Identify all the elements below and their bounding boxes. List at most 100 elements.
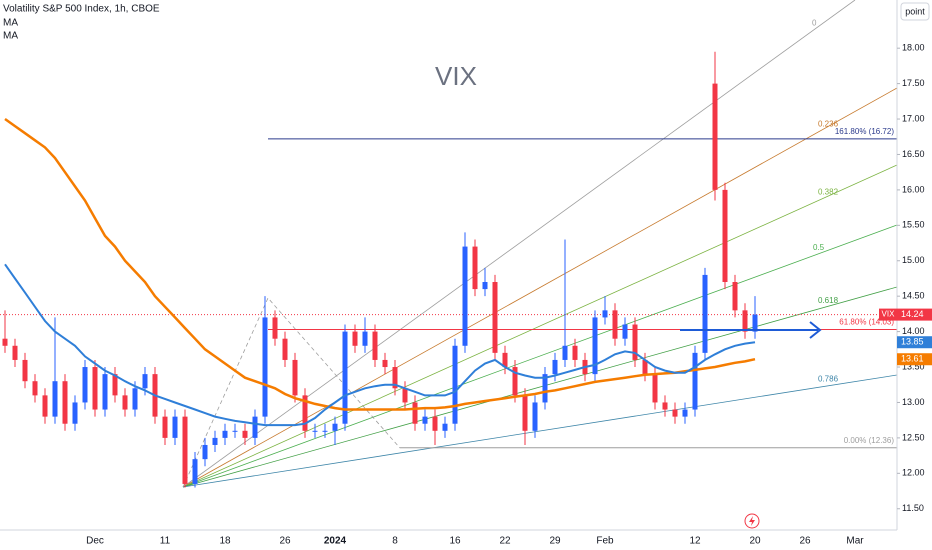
fan-label: 0.618	[818, 296, 839, 305]
price-axis	[897, 0, 932, 550]
candle-body	[72, 402, 78, 424]
candle-body	[112, 374, 118, 396]
y-tick-label: 14.50	[902, 291, 925, 301]
candle-body	[402, 388, 408, 403]
y-tick-label: 16.50	[902, 149, 925, 159]
candle-body	[622, 324, 628, 339]
candle-body	[392, 367, 398, 389]
candle-body	[342, 331, 348, 424]
x-tick-label: Mar	[846, 536, 864, 547]
candle-body	[602, 310, 608, 318]
x-tick-label: Feb	[596, 536, 614, 547]
scale-button[interactable]	[900, 2, 930, 21]
x-tick-label: 2024	[324, 536, 347, 547]
candle-body	[162, 416, 168, 438]
candle-body	[652, 374, 658, 403]
candle-body	[382, 359, 388, 368]
fan-label: 0.786	[818, 375, 839, 384]
candle-body	[62, 381, 68, 424]
fan-label: 0.5	[813, 243, 825, 252]
candle-body	[632, 324, 638, 360]
candle-body	[32, 381, 38, 396]
price-box-label: 13.61	[901, 354, 924, 364]
series-tag	[879, 308, 897, 321]
price-box	[897, 308, 932, 321]
candle-body	[202, 444, 208, 460]
candle-body	[472, 246, 478, 290]
y-tick-label: 17.50	[902, 78, 925, 88]
candle-body	[282, 338, 288, 360]
fan-line	[182, 87, 898, 488]
fib-level-label: 161.80% (16.72)	[835, 127, 894, 136]
candle-body	[262, 317, 268, 417]
candle-body	[82, 367, 88, 403]
candle-body	[352, 331, 358, 346]
legend-entry: MA	[3, 31, 18, 42]
candle-body	[432, 416, 438, 431]
candle-body	[372, 331, 378, 360]
candle-body	[242, 430, 248, 438]
fib-level-label: 61.80% (14.03)	[839, 318, 894, 327]
y-tick-label: 15.00	[902, 255, 925, 265]
candle-body	[552, 359, 558, 375]
candle-body	[502, 352, 508, 368]
lightning-icon[interactable]	[744, 513, 760, 529]
candle-body	[572, 345, 578, 360]
y-tick-label: 14.00	[902, 326, 925, 336]
fan-line	[182, 286, 898, 488]
candle-body	[302, 395, 308, 431]
x-tick-label: Dec	[86, 536, 104, 547]
candle-body	[42, 395, 48, 417]
chart-title: Volatility S&P 500 Index, 1h, CBOE	[3, 4, 160, 15]
candle-body	[272, 317, 278, 339]
candle-body	[412, 402, 418, 424]
y-tick-label: 18.00	[902, 43, 925, 53]
candle-body	[422, 416, 428, 424]
price-box-label: 14.24	[901, 309, 924, 319]
x-tick-label: 22	[499, 536, 511, 547]
candle-body	[542, 374, 548, 403]
x-tick-label: 16	[449, 536, 461, 547]
y-tick-label: 13.00	[902, 397, 925, 407]
y-tick-label: 12.00	[902, 468, 925, 478]
fan-line	[182, 164, 898, 488]
candle-body	[612, 310, 618, 339]
scale-label: point	[905, 6, 925, 16]
x-tick-label: 8	[392, 536, 398, 547]
x-tick-label: 26	[799, 536, 811, 547]
plot-area: 0 0.236 0.382 0.5 0.618 0.786 161.80% (16.72) 6…	[0, 0, 898, 488]
candle-body	[292, 359, 298, 396]
x-tick-label: 29	[549, 536, 561, 547]
candle-body	[322, 430, 328, 432]
candle-body	[722, 189, 728, 283]
price-box	[897, 353, 932, 366]
ma-line	[4, 117, 756, 411]
fan-label: 0.236	[818, 119, 839, 128]
candle-body	[682, 409, 688, 417]
candle-body	[742, 310, 748, 332]
fan-label: 0	[812, 18, 817, 27]
fan-line	[182, 224, 898, 488]
candle-body	[692, 352, 698, 410]
x-tick-label: 26	[279, 536, 291, 547]
x-tick-label: 12	[689, 536, 701, 547]
candle-body	[712, 83, 718, 190]
candle-body	[592, 317, 598, 375]
price-box	[897, 336, 932, 349]
candle-body	[672, 409, 678, 417]
candle-body	[482, 282, 488, 290]
axes: 11.50 12.00 12.50 13.00 13.50 14.00 14.50 15.00…	[86, 43, 932, 547]
candle-body	[142, 374, 148, 389]
fib-level-label: 0.00% (12.36)	[844, 436, 895, 445]
candle-body	[462, 246, 468, 346]
annotation: VIX	[435, 61, 477, 91]
candle-body	[232, 430, 238, 432]
candle-body	[252, 416, 258, 438]
candle-body	[492, 282, 498, 353]
candle-body	[182, 416, 188, 484]
y-tick-label: 12.50	[902, 432, 925, 442]
candle-body	[332, 423, 338, 431]
candle-body	[22, 359, 28, 382]
candle-body	[562, 345, 568, 360]
